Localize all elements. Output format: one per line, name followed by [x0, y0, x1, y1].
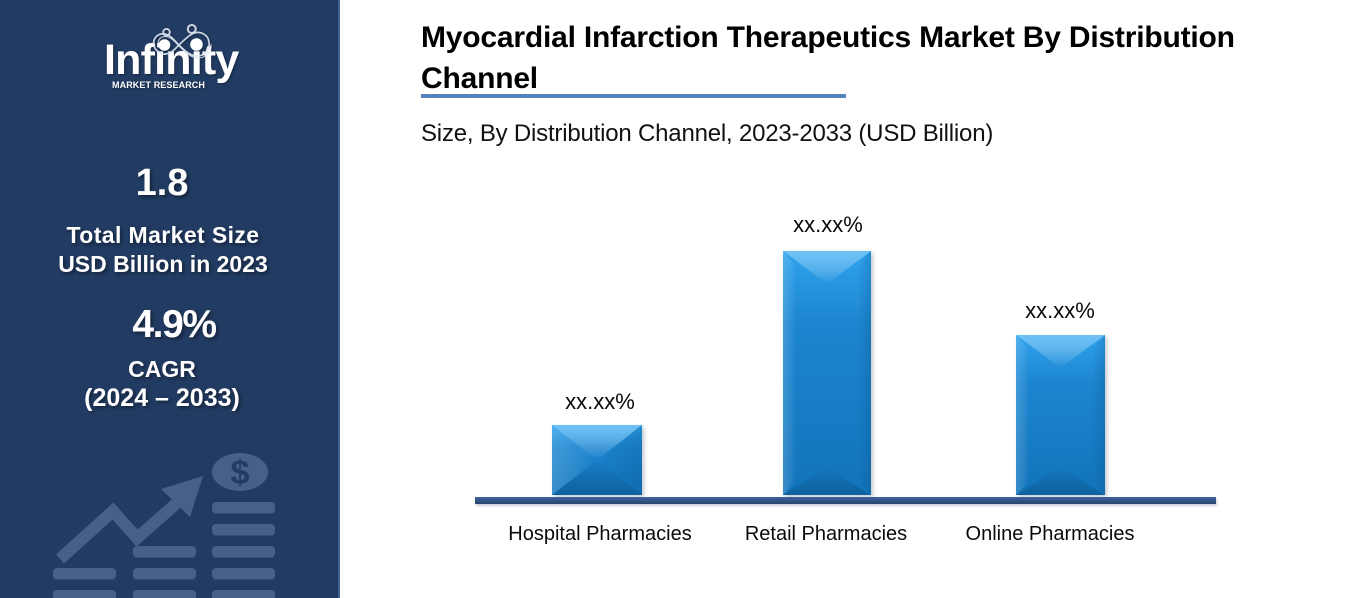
svg-text:MARKET RESEARCH: MARKET RESEARCH	[112, 80, 205, 90]
svg-text:Infinity: Infinity	[104, 36, 239, 84]
svg-text:$: $	[231, 454, 250, 492]
